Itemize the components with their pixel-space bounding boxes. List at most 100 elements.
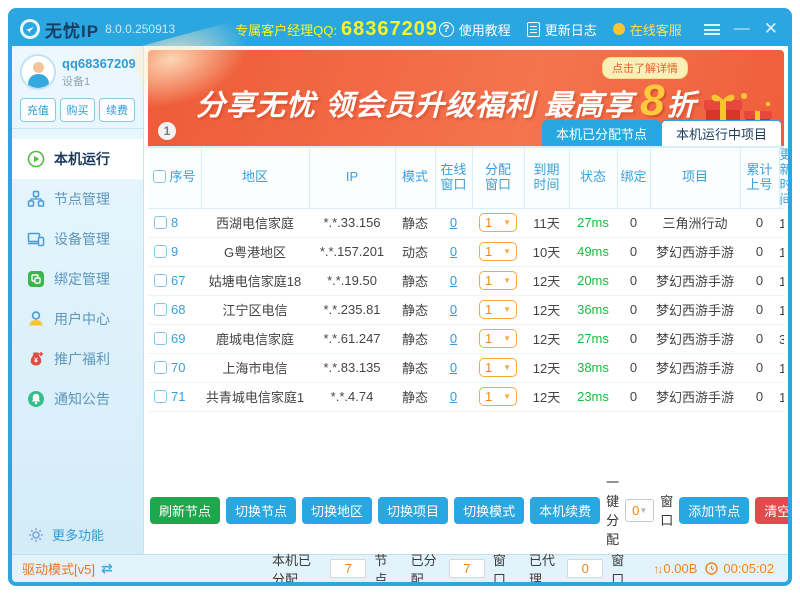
username: qq68367209 bbox=[62, 55, 136, 71]
node-total-logins: 0 bbox=[740, 382, 779, 412]
node-latency: 36ms bbox=[577, 302, 609, 318]
promo-banner[interactable]: 分享无忧 领会员升级福利 最高享 8 折 点击了解详情 1 本机已分配节点 bbox=[148, 50, 784, 146]
changelog-link[interactable]: 更新日志 bbox=[526, 20, 597, 39]
sidebar-item-announcements[interactable]: 通知公告 bbox=[12, 379, 143, 419]
sidebar-item-device-management[interactable]: 设备管理 bbox=[12, 219, 143, 259]
column-header-online-windows: 在线 窗口 bbox=[434, 145, 473, 209]
app-window: 无忧IP 8.0.0.250913 专属客户经理QQ: 68367209 ? 使… bbox=[8, 8, 792, 586]
node-mode: 静态 bbox=[395, 324, 435, 354]
row-checkbox[interactable] bbox=[154, 332, 167, 346]
online-windows-link[interactable]: 0 bbox=[449, 302, 458, 318]
node-expiry: 12天 bbox=[524, 295, 569, 325]
sidebar-item-promotion[interactable]: ¥ 推广福利 bbox=[12, 339, 143, 379]
node-total-logins: 0 bbox=[740, 208, 779, 238]
node-mode: 静态 bbox=[395, 266, 435, 296]
switch-node-button[interactable]: 切换节点 bbox=[226, 496, 297, 524]
node-region: 西湖电信家庭 bbox=[201, 208, 309, 238]
bottom-toolbar: 刷新节点 切换节点 切换地区 切换项目 切换模式 本机续费 一键分配 0 ▼ 窗口… bbox=[148, 470, 788, 554]
banner-cta-button[interactable]: 点击了解详情 bbox=[602, 57, 688, 79]
node-update-time: 17小时 bbox=[779, 208, 784, 238]
proxied-windows-value: 0 bbox=[567, 559, 604, 578]
more-functions[interactable]: 更多功能 bbox=[12, 517, 143, 554]
traffic-value: 0.00B bbox=[663, 561, 698, 576]
sidebar-item-user-center[interactable]: 用户中心 bbox=[12, 299, 143, 339]
node-update-time: 17天 bbox=[779, 382, 784, 412]
refresh-nodes-button[interactable]: 刷新节点 bbox=[150, 496, 221, 524]
close-button[interactable]: ✕ bbox=[763, 19, 778, 38]
traffic-indicator: ↑↓ 0.00B bbox=[653, 561, 697, 576]
swap-driver-icon[interactable]: ⇄ bbox=[100, 560, 113, 576]
tutorial-link[interactable]: ? 使用教程 bbox=[438, 20, 511, 39]
online-windows-link[interactable]: 0 bbox=[449, 389, 458, 405]
proxied-windows-label: 已代理 bbox=[529, 552, 556, 586]
question-icon: ? bbox=[438, 21, 454, 37]
online-windows-link[interactable]: 0 bbox=[449, 360, 458, 376]
node-ip: *.*.83.135 bbox=[309, 353, 395, 383]
row-checkbox[interactable] bbox=[154, 274, 167, 288]
online-windows-link[interactable]: 0 bbox=[449, 244, 458, 260]
select-all-checkbox[interactable] bbox=[152, 170, 166, 184]
local-renew-button[interactable]: 本机续费 bbox=[530, 496, 601, 524]
onekey-assign-select[interactable]: 0 ▼ bbox=[625, 498, 655, 522]
sidebar-item-local-run[interactable]: 本机运行 bbox=[12, 139, 143, 179]
traffic-arrows-icon: ↑↓ bbox=[653, 561, 663, 576]
support-link[interactable]: 在线客服 bbox=[612, 20, 682, 39]
assign-window-dropdown[interactable]: 1 ▼ bbox=[479, 271, 517, 291]
node-ip: *.*.61.247 bbox=[309, 324, 395, 354]
assign-window-dropdown[interactable]: 1 ▼ bbox=[479, 329, 517, 349]
app-version: 8.0.0.250913 bbox=[105, 22, 176, 36]
menu-icon[interactable] bbox=[703, 23, 720, 35]
row-checkbox[interactable] bbox=[154, 216, 167, 230]
node-number: 68 bbox=[171, 302, 186, 318]
tab-running-projects[interactable]: 本机运行中项目 bbox=[660, 120, 782, 146]
assigned-nodes-label: 本机已分配 bbox=[272, 552, 312, 586]
assign-window-dropdown[interactable]: 1 ▼ bbox=[479, 387, 517, 407]
node-total-logins: 0 bbox=[740, 295, 779, 325]
node-expiry: 11天 bbox=[524, 208, 569, 238]
node-number: 9 bbox=[171, 244, 179, 260]
column-header-ip: IP bbox=[308, 145, 396, 209]
column-header-status: 状态 bbox=[568, 145, 618, 209]
table-row: 67 姑塘电信家庭18 *.*.19.50 静态 0 1 ▼ 12天 20ms 0… bbox=[148, 266, 784, 296]
sidebar-item-node-management[interactable]: 节点管理 bbox=[12, 179, 143, 219]
dropdown-arrow-icon: ▼ bbox=[503, 276, 511, 286]
discount-digit: 8 bbox=[640, 76, 665, 125]
onekey-assign-label: 一键分配 bbox=[606, 475, 620, 547]
dropdown-arrow-icon: ▼ bbox=[503, 305, 511, 315]
sidebar-item-binding-management[interactable]: 绑定管理 bbox=[12, 259, 143, 299]
recharge-button[interactable]: 充值 bbox=[20, 98, 56, 122]
assign-window-dropdown[interactable]: 1 ▼ bbox=[479, 213, 517, 233]
table-row: 70 上海市电信 *.*.83.135 静态 0 1 ▼ 12天 38ms 0 梦… bbox=[148, 353, 784, 383]
assign-window-dropdown[interactable]: 1 ▼ bbox=[479, 242, 517, 262]
node-ip: *.*.235.81 bbox=[309, 295, 395, 325]
column-header-total-logins: 累计 上号 bbox=[739, 145, 780, 209]
switch-project-button[interactable]: 切换项目 bbox=[378, 496, 449, 524]
column-header-update-time: 更新 时间 bbox=[778, 145, 792, 209]
row-checkbox[interactable] bbox=[154, 245, 167, 259]
node-latency: 23ms bbox=[577, 389, 609, 405]
online-windows-link[interactable]: 0 bbox=[449, 273, 458, 289]
banner-headline: 分享无忧 领会员升级福利 最高享 8 折 bbox=[196, 76, 696, 125]
node-number: 67 bbox=[171, 273, 186, 289]
node-latency: 27ms bbox=[577, 215, 609, 231]
money-bag-icon: ¥ bbox=[30, 352, 43, 366]
node-project: 梦幻西游手游 bbox=[650, 382, 740, 412]
column-header-mode: 模式 bbox=[394, 145, 436, 209]
row-checkbox[interactable] bbox=[154, 361, 167, 375]
buy-button[interactable]: 购买 bbox=[59, 98, 96, 122]
assign-window-dropdown[interactable]: 1 ▼ bbox=[479, 300, 517, 320]
row-checkbox[interactable] bbox=[154, 303, 167, 317]
switch-region-button[interactable]: 切换地区 bbox=[302, 496, 373, 524]
tab-assigned-nodes[interactable]: 本机已分配节点 bbox=[541, 120, 661, 146]
clear-assign-button[interactable]: 清空分配 bbox=[755, 496, 788, 524]
add-node-button[interactable]: 添加节点 bbox=[679, 496, 750, 524]
assign-window-dropdown[interactable]: 1 ▼ bbox=[479, 358, 517, 378]
node-region: 鹿城电信家庭 bbox=[201, 324, 309, 354]
renew-button[interactable]: 续费 bbox=[99, 98, 136, 122]
online-windows-link[interactable]: 0 bbox=[449, 215, 458, 231]
row-checkbox[interactable] bbox=[154, 390, 167, 404]
node-total-logins: 0 bbox=[740, 353, 779, 383]
switch-mode-button[interactable]: 切换模式 bbox=[454, 496, 525, 524]
minimize-button[interactable]: — bbox=[733, 20, 750, 37]
online-windows-link[interactable]: 0 bbox=[449, 331, 458, 347]
